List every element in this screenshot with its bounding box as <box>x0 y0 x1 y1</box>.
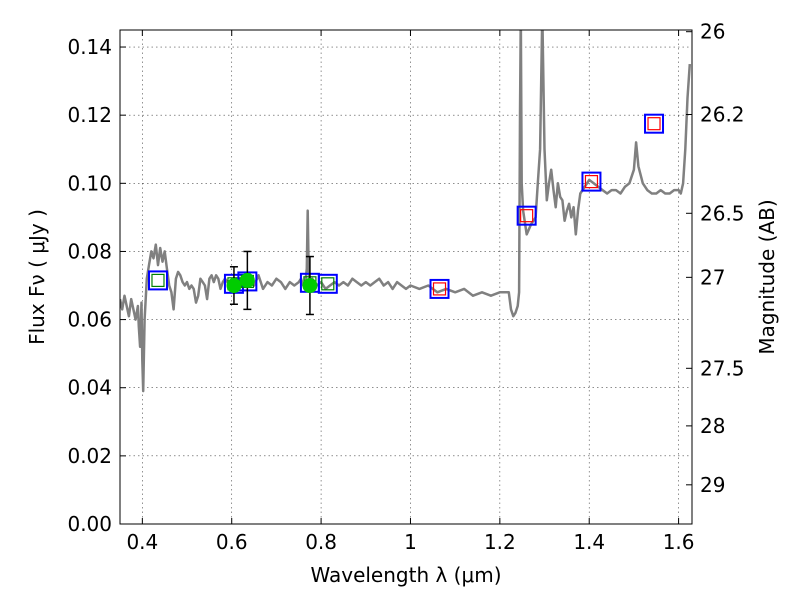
x-tick-label: 1.4 <box>573 530 605 554</box>
y-tick-label: 0.08 <box>67 239 112 263</box>
x-tick-label: 1.2 <box>484 530 516 554</box>
y-axis-right-label: Magnitude (AB) <box>755 199 779 354</box>
series-layer <box>120 30 692 393</box>
grid <box>120 30 692 525</box>
data-point <box>226 278 242 294</box>
y-tick-label: 0.10 <box>67 171 112 195</box>
y-tick-label: 0.12 <box>67 103 112 127</box>
photometry-marker <box>429 278 450 299</box>
photometry-marker <box>581 171 602 192</box>
y-right-tick-label: 27.5 <box>700 356 745 380</box>
photometry-marker-inner <box>584 175 599 189</box>
y-right-tick-label: 26.5 <box>700 201 745 225</box>
x-tick-label: 1.6 <box>663 530 695 554</box>
data-point <box>239 272 255 288</box>
y-tick-label: 0.06 <box>67 308 112 332</box>
photometry-marker <box>317 273 338 294</box>
y-tick-label: 0.02 <box>67 444 112 468</box>
x-tick-label: 0.8 <box>305 530 337 554</box>
x-tick-label: 0.4 <box>126 530 158 554</box>
x-tick-label: 0.6 <box>216 530 248 554</box>
y-tick-label: 0.04 <box>67 376 112 400</box>
y-axis-label: Flux Fν ( μJy ) <box>25 209 49 345</box>
plot-frame <box>119 29 693 525</box>
photometry-marker <box>516 205 537 226</box>
x-axis-label: Wavelength λ (μm) <box>310 563 501 587</box>
y-tick-label: 0.14 <box>67 35 112 59</box>
photometry-marker-inner <box>321 277 335 291</box>
photometry-marker-inner <box>151 273 165 288</box>
ticks: 0.4 0.6 0.8 1 1.2 1.4 1.6 0.00 0.02 0.04 0.06 0.08 0… <box>67 20 744 554</box>
y-right-tick-label: 28 <box>700 414 725 438</box>
y-right-tick-label: 27 <box>700 265 725 289</box>
data-point <box>302 278 318 294</box>
spectrum-line <box>120 30 692 393</box>
photometry-marker <box>147 270 168 291</box>
y-right-tick-label: 26.2 <box>700 102 745 126</box>
y-right-tick-label: 29 <box>700 473 725 497</box>
photometry-marker <box>644 113 665 134</box>
y-right-tick-label: 26 <box>700 20 725 44</box>
photometry-marker-inner <box>520 209 534 223</box>
x-tick-label: 1 <box>404 530 417 554</box>
photometry-marker-inner <box>647 117 661 131</box>
y-tick-label: 0.00 <box>67 512 112 536</box>
photometry-marker-inner <box>432 282 447 296</box>
